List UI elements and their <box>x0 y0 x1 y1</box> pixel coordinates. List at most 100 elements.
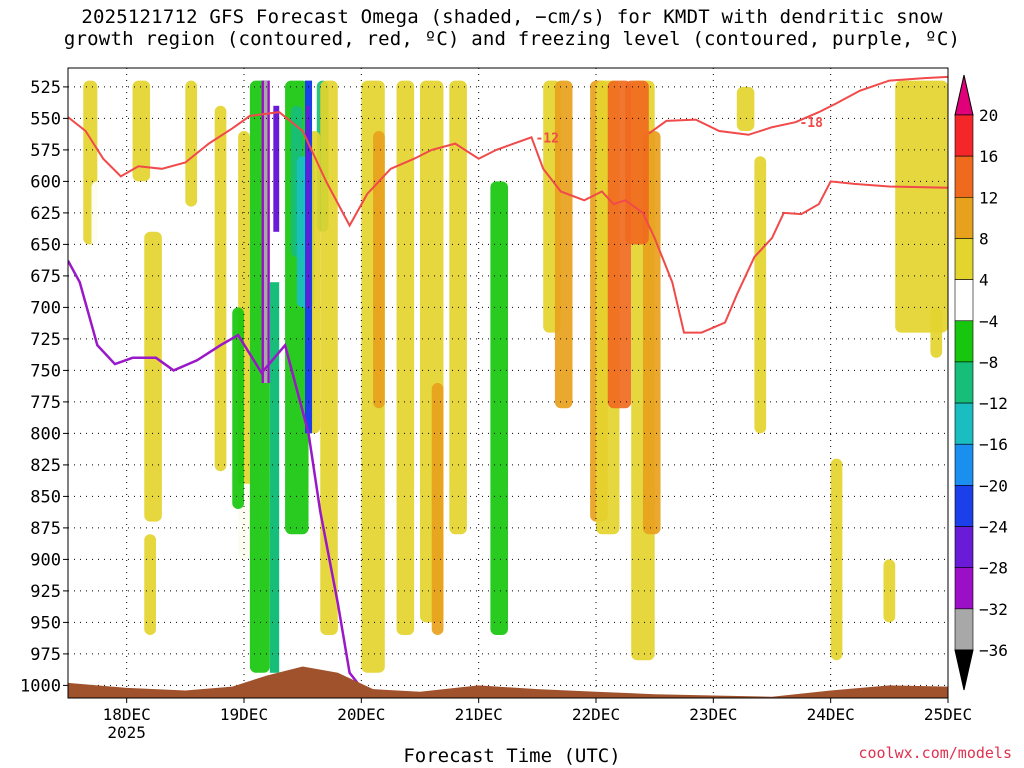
colorbar-tick-label: 12 <box>979 188 998 207</box>
y-tick-label: 775 <box>30 393 61 413</box>
omega-streak <box>895 80 948 333</box>
colorbar-tick-label: 20 <box>979 106 998 125</box>
omega-streak <box>144 534 156 635</box>
omega-core <box>273 105 280 232</box>
omega-streak <box>320 80 338 636</box>
colorbar-swatch <box>954 279 974 322</box>
colorbar-tick-label: −32 <box>979 600 1008 619</box>
colorbar-swatch <box>954 485 974 527</box>
y-tick-label: 975 <box>30 645 61 665</box>
colorbar-bottom-arrow <box>954 649 974 691</box>
colorbar-swatch <box>954 320 974 363</box>
colorbar-tick-label: −36 <box>979 641 1008 660</box>
omega-streak <box>373 131 385 409</box>
y-tick-label: 850 <box>30 487 61 507</box>
colorbar-tick-label: −28 <box>979 559 1008 578</box>
contour-lines: -12 -18 <box>68 75 948 689</box>
x-tick-sublabel: 2025 <box>107 723 146 742</box>
freezing-level-line <box>68 260 363 689</box>
y-tick-label: 750 <box>30 361 61 381</box>
omega-streak <box>572 80 591 535</box>
omega-streak <box>930 307 943 358</box>
colorbar-top-arrow <box>954 74 974 116</box>
colorbar-tick-label: −12 <box>979 394 1008 413</box>
colorbar-swatch <box>954 567 974 610</box>
colorbar-tick-label: −8 <box>979 353 998 372</box>
credit-link[interactable]: coolwx.com/models <box>858 744 1012 762</box>
omega-streak <box>150 80 162 131</box>
y-tick-label: 550 <box>30 109 61 129</box>
y-tick-label: 600 <box>30 172 61 192</box>
omega-streak <box>214 105 227 472</box>
y-tick-label: 950 <box>30 613 61 633</box>
omega-streak <box>185 80 198 207</box>
chart-title: 2025121712 GFS Forecast Omega (shaded, −… <box>0 6 1024 50</box>
x-tick-label: 21DEC <box>455 705 503 724</box>
contour-label: -12 <box>535 131 558 146</box>
plot-frame <box>67 67 949 699</box>
colorbar-tick-label: −16 <box>979 435 1008 454</box>
temp-contour-line <box>68 111 948 334</box>
omega-streak <box>337 80 356 623</box>
colorbar-tick-label: 16 <box>979 147 998 166</box>
colorbar-swatch <box>954 361 974 404</box>
y-tick-label: 875 <box>30 519 61 539</box>
omega-streak <box>109 80 121 131</box>
x-tick-label: 23DEC <box>689 705 737 724</box>
colorbar-swatch <box>954 402 974 445</box>
colorbar-swatch <box>954 238 974 280</box>
colorbar-tick-label: −4 <box>979 312 998 331</box>
omega-core <box>263 80 268 383</box>
x-tick-label: 25DEC <box>924 705 972 724</box>
omega-streak <box>232 307 244 509</box>
y-tick-label: 575 <box>30 141 61 161</box>
omega-streak <box>883 559 896 623</box>
y-tick-label: 825 <box>30 456 61 476</box>
temp-contour-line <box>648 75 948 136</box>
omega-streak <box>132 80 151 182</box>
y-tick-label: 925 <box>30 582 61 602</box>
colorbar-swatch <box>954 155 974 198</box>
colorbar-tick-label: −20 <box>979 476 1008 495</box>
x-tick-label: 24DEC <box>807 705 855 724</box>
omega-streak <box>860 80 872 232</box>
x-tick-label: 20DEC <box>337 705 385 724</box>
colorbar-swatch <box>954 197 974 239</box>
colorbar-swatch <box>954 443 974 486</box>
omega-shading <box>83 80 948 673</box>
y-axis: 525 550 575 600 625 650 675 700 725 750 775 800 825 8… <box>20 78 68 696</box>
y-tick-label: 525 <box>30 78 61 98</box>
colorbar-swatch <box>954 526 974 568</box>
x-axis-title: Forecast Time (UTC) <box>403 745 621 767</box>
colorbar-tick-label: 8 <box>979 229 989 248</box>
y-tick-label: 725 <box>30 330 61 350</box>
omega-streak <box>431 383 444 635</box>
omega-streak <box>144 231 162 522</box>
y-tick-label: 625 <box>30 204 61 224</box>
colorbar-swatch <box>954 608 974 651</box>
terrain-fill <box>68 666 948 698</box>
omega-streak <box>490 181 508 635</box>
colorbar-swatch <box>954 114 974 157</box>
chart-title-line-1: 2025121712 GFS Forecast Omega (shaded, −… <box>81 6 943 28</box>
terrain-surface <box>68 666 948 698</box>
omega-core <box>306 105 310 308</box>
omega-core <box>269 282 280 673</box>
omega-streak <box>754 156 767 434</box>
omega-streak <box>91 181 104 257</box>
colorbar-tick-label: 4 <box>979 271 989 290</box>
omega-streak <box>736 86 755 131</box>
y-tick-label: 700 <box>30 298 61 318</box>
y-tick-label: 1000 <box>20 676 61 696</box>
chart-title-line-2: growth region (contoured, red, ºC) and f… <box>63 28 961 50</box>
omega-streak <box>554 80 573 409</box>
x-tick-label: 19DEC <box>220 705 268 724</box>
x-tick-label: 22DEC <box>572 705 620 724</box>
colorbar: 20 16 12 8 4 −4 −8 −12 −16 −20 −24 −28 −32 −36 <box>954 74 1008 691</box>
y-tick-label: 900 <box>30 550 61 570</box>
y-tick-label: 800 <box>30 424 61 444</box>
contour-label: -18 <box>799 116 823 131</box>
colorbar-tick-label: −24 <box>979 518 1008 537</box>
